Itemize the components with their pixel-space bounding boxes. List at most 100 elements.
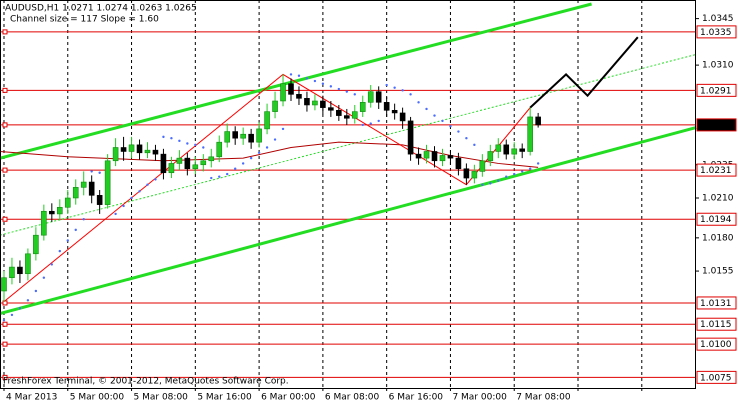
candle-body xyxy=(471,171,478,179)
candle-body xyxy=(320,100,326,108)
sar-dot xyxy=(26,299,30,302)
sar-dot xyxy=(186,142,189,145)
sar-dot xyxy=(66,239,69,242)
sar-dot xyxy=(528,167,532,170)
candle-body xyxy=(208,156,215,162)
sar-dot xyxy=(90,170,93,173)
sar-dot xyxy=(10,313,14,317)
candle-body xyxy=(479,160,486,172)
sar-dot xyxy=(138,190,141,193)
candle-body xyxy=(328,107,334,111)
sar-dot xyxy=(441,119,444,123)
level-label: 1.0231 xyxy=(700,166,732,176)
level-marker xyxy=(2,29,8,35)
candle-body xyxy=(487,151,494,162)
sar-dot xyxy=(473,143,476,147)
candle-body xyxy=(88,181,95,196)
candle-body xyxy=(383,102,390,111)
candle-body xyxy=(9,266,15,279)
candle-body xyxy=(49,210,55,215)
chart-subtitle: Channel size = 117 Slope = 1.60 xyxy=(10,15,159,25)
candle-body xyxy=(415,153,422,159)
candle-body xyxy=(200,160,207,166)
level-box xyxy=(696,296,737,310)
level-label: 1.0131 xyxy=(700,299,732,309)
sar-dot xyxy=(241,162,245,165)
candle-body xyxy=(216,141,223,158)
candle-body xyxy=(511,148,518,155)
candle-body xyxy=(344,115,350,119)
sar-dot xyxy=(74,228,77,232)
sar-dot xyxy=(122,204,125,208)
x-tick-label: 6 Mar 08:00 xyxy=(325,393,380,403)
candle-body xyxy=(447,155,454,159)
candle-body xyxy=(535,116,541,126)
sar-dot xyxy=(210,176,213,180)
sar-dot xyxy=(50,263,54,266)
sar-dot xyxy=(536,162,540,165)
candle-body xyxy=(256,128,262,143)
level-marker xyxy=(2,374,8,380)
bid-marker xyxy=(2,122,8,128)
level-marker xyxy=(2,167,8,173)
level-marker xyxy=(2,216,8,222)
level-box xyxy=(696,370,737,384)
sar-dot xyxy=(409,93,412,96)
sar-dot xyxy=(34,289,38,293)
sar-dot xyxy=(393,86,396,89)
level-box xyxy=(696,317,737,331)
sar-dot xyxy=(361,123,364,127)
candle-body xyxy=(336,109,342,116)
sar-dot xyxy=(377,119,380,123)
forecast xyxy=(529,36,639,109)
sar-dot xyxy=(18,307,22,310)
sar-dot xyxy=(218,175,221,178)
sar-dot xyxy=(417,101,420,104)
sar-dot xyxy=(505,175,508,178)
sar-dot xyxy=(281,127,285,131)
candle-body xyxy=(264,111,270,130)
level-marker xyxy=(2,321,8,327)
candle-body xyxy=(17,266,23,275)
sar-dot xyxy=(520,170,524,173)
sar-dot xyxy=(98,171,101,174)
candle-body xyxy=(367,91,374,103)
sar-dot xyxy=(321,82,325,85)
candle-body xyxy=(272,100,278,112)
plot-frame xyxy=(0,0,696,389)
bid-label: 1.0265 xyxy=(700,121,732,131)
level-box xyxy=(696,25,737,39)
candle-body xyxy=(296,94,302,99)
candle-body xyxy=(375,91,382,103)
candle-body xyxy=(288,83,294,95)
sar-dot xyxy=(337,87,341,91)
x-tick-label: 4 Mar 2013 xyxy=(6,393,57,403)
sar-dot xyxy=(154,178,157,181)
x-tick-label: 7 Mar 08:00 xyxy=(516,393,571,403)
candle-body xyxy=(104,160,111,205)
sar-dot xyxy=(401,89,404,92)
candle-body xyxy=(96,195,103,205)
candle-body xyxy=(33,234,39,255)
sar-dot xyxy=(497,179,500,182)
candle-body xyxy=(527,116,533,152)
candle-body xyxy=(64,197,71,208)
candle-body xyxy=(455,157,462,170)
candle-body xyxy=(463,168,470,179)
candle-body xyxy=(248,133,254,143)
candle-body xyxy=(184,157,191,170)
channel-lower xyxy=(0,126,697,316)
plot-area xyxy=(0,0,697,388)
candle-body xyxy=(391,109,398,114)
candle-body xyxy=(503,144,510,155)
sar-dot xyxy=(162,135,165,139)
candle-body xyxy=(160,153,167,174)
candle-body xyxy=(240,133,246,139)
candle-body xyxy=(56,206,63,215)
candle-body xyxy=(423,151,430,159)
candle-body xyxy=(176,157,183,164)
candle-body xyxy=(144,149,151,154)
sar-dot xyxy=(114,212,117,216)
candle-body xyxy=(112,147,119,162)
